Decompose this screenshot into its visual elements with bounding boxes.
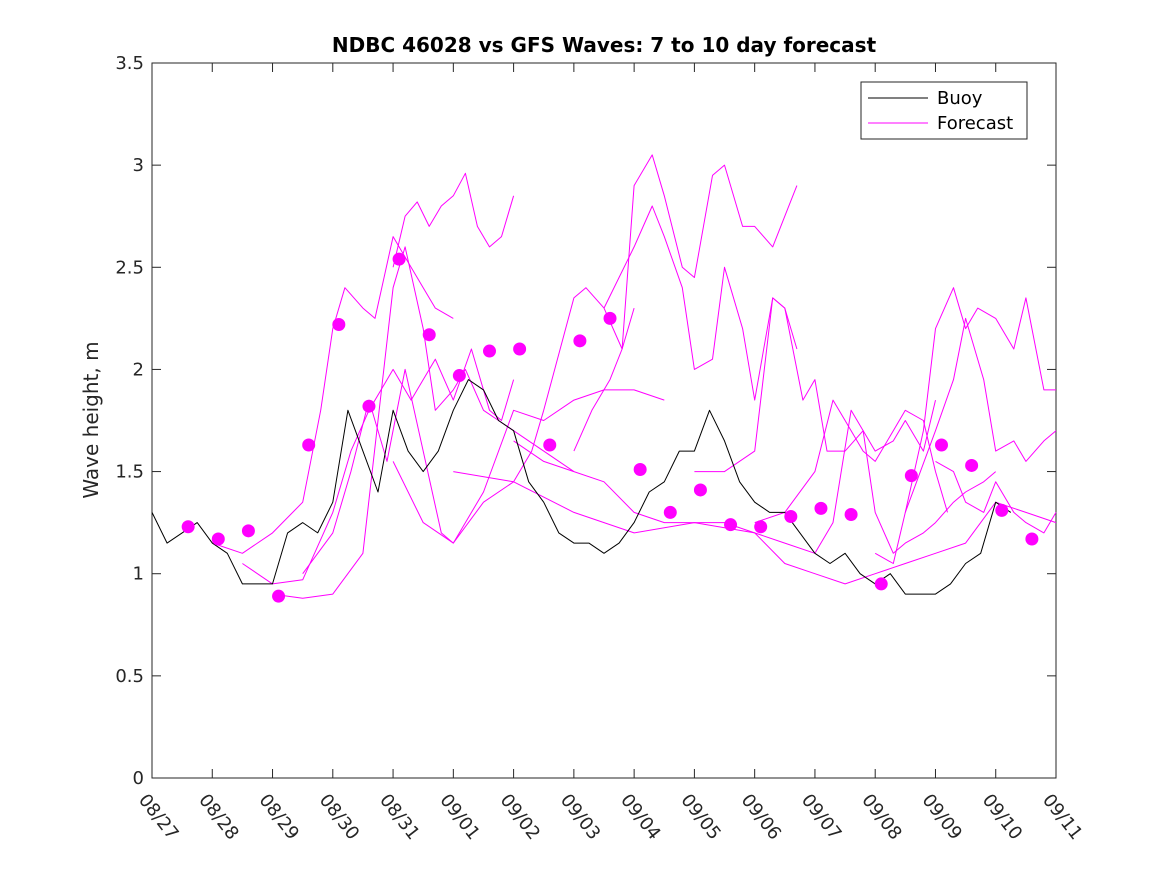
forecast-point	[663, 505, 677, 519]
forecast-series-line	[573, 154, 798, 452]
forecast-point	[241, 524, 255, 538]
forecast-point	[874, 577, 888, 591]
buoy-line-group	[151, 379, 1012, 595]
forecast-series-line	[212, 236, 454, 554]
forecast-point	[543, 438, 557, 452]
forecast-point	[272, 589, 286, 603]
buoy-series-line	[151, 379, 1012, 595]
forecast-series-line	[904, 317, 1057, 513]
forecast-point	[784, 510, 798, 524]
forecast-point	[995, 503, 1009, 517]
forecast-point	[181, 520, 195, 534]
forecast-series-line	[453, 471, 1057, 585]
legend-box	[860, 81, 1028, 140]
forecast-point	[362, 399, 376, 413]
forecast-point	[844, 507, 858, 521]
forecast-point	[633, 463, 647, 477]
forecast-points	[181, 252, 1039, 603]
forecast-point	[573, 334, 587, 348]
chart-title: NDBC 46028 vs GFS Waves: 7 to 10 day for…	[332, 33, 877, 57]
forecast-series-line	[935, 460, 1057, 534]
forecast-point	[392, 252, 406, 266]
forecast-series-line	[694, 297, 997, 554]
forecast-point	[1025, 532, 1039, 546]
forecast-point	[603, 311, 617, 325]
forecast-point	[452, 369, 466, 383]
forecast-point	[724, 518, 738, 532]
y-tick-label: 0	[133, 768, 144, 789]
forecast-series-line	[754, 399, 948, 524]
y-axis: 0 0.5 1 1.5 2 2.5 3 3.5	[115, 53, 1056, 789]
forecast-point	[814, 501, 828, 515]
y-tick-label: 1.5	[115, 462, 144, 483]
forecast-point	[302, 438, 316, 452]
legend: Buoy Forecast	[860, 81, 1028, 140]
y-axis-label: Wave height, m	[79, 341, 103, 498]
forecast-point	[513, 342, 527, 356]
forecast-point	[934, 438, 948, 452]
forecast-point	[754, 520, 768, 534]
y-tick-label: 3.5	[115, 53, 144, 74]
y-tick-label: 0.5	[115, 666, 144, 687]
forecast-point	[482, 344, 496, 358]
forecast-series-line	[513, 399, 936, 554]
y-tick-label: 3	[133, 155, 144, 176]
y-tick-label: 2	[133, 359, 144, 380]
forecast-point	[693, 483, 707, 497]
plot-area	[151, 62, 1057, 779]
forecast-point	[332, 317, 346, 331]
y-tick-label: 2.5	[115, 257, 144, 278]
forecast-series-line	[392, 172, 515, 268]
legend-buoy-label: Buoy	[937, 88, 983, 109]
forecast-point	[422, 328, 436, 342]
forecast-point	[211, 532, 225, 546]
legend-forecast-label: Forecast	[937, 113, 1013, 134]
y-tick-label: 1	[133, 564, 144, 585]
forecast-point	[965, 458, 979, 472]
forecast-point	[904, 469, 918, 483]
